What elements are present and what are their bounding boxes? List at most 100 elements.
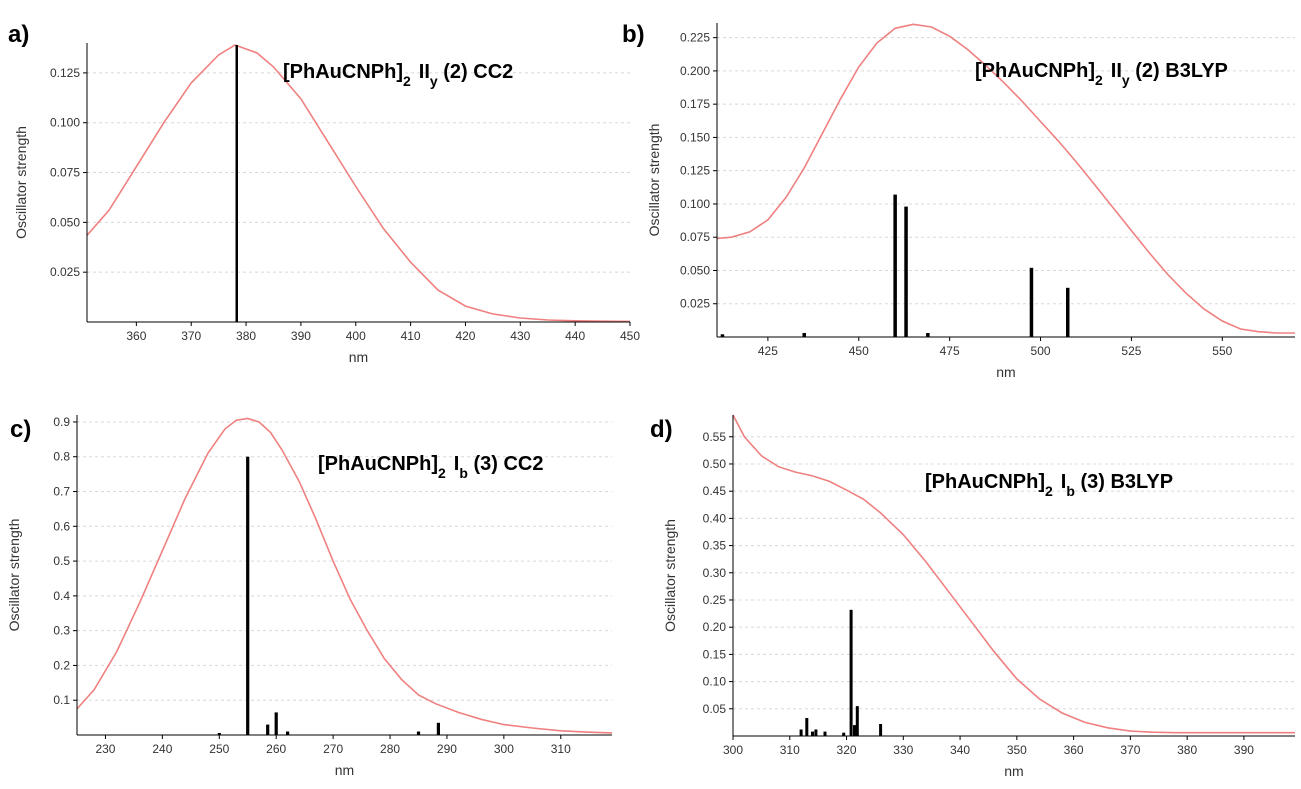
chart-title: [PhAuCNPh]2 IIy (2) CC2 (283, 61, 513, 89)
y-tick-label: 0.200 (680, 64, 710, 78)
transition-stick (855, 706, 859, 736)
y-tick-label: 0.05 (703, 702, 727, 716)
y-tick-label: 0.175 (680, 97, 710, 111)
title-part: [PhAuCNPh] (318, 453, 438, 475)
title-part: [PhAuCNPh] (925, 471, 1045, 493)
transition-stick (926, 333, 930, 337)
transition-stick (1066, 287, 1070, 337)
y-tick-label: 0.2 (53, 658, 70, 672)
x-tick-label: 290 (437, 742, 457, 756)
x-tick-label: 500 (1031, 344, 1051, 358)
x-tick-label: 350 (1007, 743, 1027, 757)
x-tick-label: 440 (565, 329, 585, 343)
x-tick-label: 475 (940, 344, 960, 358)
x-tick-label: 270 (323, 742, 343, 756)
x-tick-label: 310 (551, 742, 571, 756)
absorption-curve (76, 417, 613, 734)
y-tick-label: 0.6 (53, 519, 70, 533)
y-tick-label: 0.7 (53, 485, 70, 499)
x-tick-label: 280 (380, 742, 400, 756)
transition-stick (893, 194, 897, 337)
title-part: II (419, 61, 430, 83)
y-tick-label: 0.5 (53, 554, 70, 568)
x-tick-label: 525 (1121, 344, 1141, 358)
title-subscript: b (1066, 483, 1075, 499)
transition-stick (904, 206, 908, 337)
transition-stick (879, 724, 883, 736)
title-part: II (1111, 60, 1122, 82)
y-tick-label: 0.1 (53, 693, 70, 707)
y-tick-label: 0.125 (680, 164, 710, 178)
x-tick-label: 430 (510, 329, 530, 343)
panel-letter: d) (650, 416, 673, 443)
title-part: [PhAuCNPh] (283, 61, 403, 83)
transition-stick (849, 609, 853, 736)
title-part: [PhAuCNPh] (975, 60, 1095, 82)
x-tick-label: 390 (291, 329, 311, 343)
x-tick-label: 330 (893, 743, 913, 757)
x-tick-label: 300 (723, 743, 743, 757)
transition-stick (1029, 267, 1034, 337)
y-tick-label: 0.050 (680, 263, 710, 277)
y-tick-label: 0.40 (703, 511, 727, 525)
y-tick-label: 0.35 (703, 539, 727, 553)
y-tick-label: 0.075 (680, 230, 710, 244)
x-tick-label: 240 (152, 742, 172, 756)
transition-stick (805, 718, 809, 736)
title-part: I (454, 453, 460, 475)
y-tick-label: 0.10 (703, 675, 727, 689)
title-subscript: 2 (403, 73, 411, 89)
transition-stick (853, 725, 856, 736)
x-tick-label: 550 (1212, 344, 1232, 358)
title-subscript: 2 (438, 465, 446, 481)
y-tick-label: 0.025 (680, 297, 710, 311)
y-tick-label: 0.3 (53, 624, 70, 638)
title-subscript: 2 (1045, 483, 1053, 499)
chart-panel-4: 0.05 0.10 0.15 0.20 0.25 0.30 0.35 0.40 0.45 0.50… (650, 414, 1295, 779)
x-tick-label: 380 (1177, 743, 1197, 757)
y-tick-label: 0.30 (703, 566, 727, 580)
title-subscript: y (430, 73, 438, 89)
transition-stick (811, 731, 814, 736)
y-tick-label: 0.100 (50, 116, 80, 130)
transition-stick (266, 724, 270, 735)
x-tick-label: 320 (837, 743, 857, 757)
x-tick-label: 360 (126, 329, 146, 343)
x-tick-label: 450 (849, 344, 869, 358)
absorption-curve (716, 23, 1295, 334)
x-tick-label: 260 (266, 742, 286, 756)
title-part: I (1061, 471, 1067, 493)
title-part: (2) B3LYP (1130, 60, 1228, 82)
x-tick-label: 370 (181, 329, 201, 343)
x-tick-label: 380 (236, 329, 256, 343)
y-tick-label: 0.025 (50, 265, 80, 279)
y-tick-label: 0.20 (703, 620, 727, 634)
x-tick-label: 230 (95, 742, 115, 756)
title-subscript: b (459, 465, 468, 481)
x-tick-label: 410 (401, 329, 421, 343)
transition-stick (436, 722, 440, 735)
transition-stick (720, 334, 725, 337)
transition-stick (246, 456, 250, 735)
y-tick-label: 0.225 (680, 31, 710, 45)
x-tick-label: 360 (1064, 743, 1084, 757)
y-tick-label: 0.45 (703, 484, 727, 498)
title-subscript: y (1122, 72, 1130, 88)
transition-stick (814, 729, 818, 736)
transition-stick (217, 733, 221, 735)
y-tick-label: 0.9 (53, 415, 70, 429)
x-tick-label: 340 (950, 743, 970, 757)
y-axis-label: Oscillator strength (662, 519, 678, 632)
panel-letter: b) (622, 21, 645, 48)
chart-panel-3: 0.1 0.2 0.3 0.4 0.5 0.6 0.7 0.8 0.9 230 240 250 260 2… (6, 415, 613, 778)
title-subscript: 2 (1095, 72, 1103, 88)
x-tick-label: 390 (1234, 743, 1254, 757)
absorption-curve (86, 44, 631, 323)
y-tick-label: 0.25 (703, 593, 727, 607)
transition-stick (799, 729, 803, 736)
transition-stick (416, 731, 421, 735)
transition-stick (823, 731, 827, 736)
chart-title: [PhAuCNPh]2 IIy (2) B3LYP (975, 60, 1228, 88)
x-tick-label: 400 (346, 329, 366, 343)
